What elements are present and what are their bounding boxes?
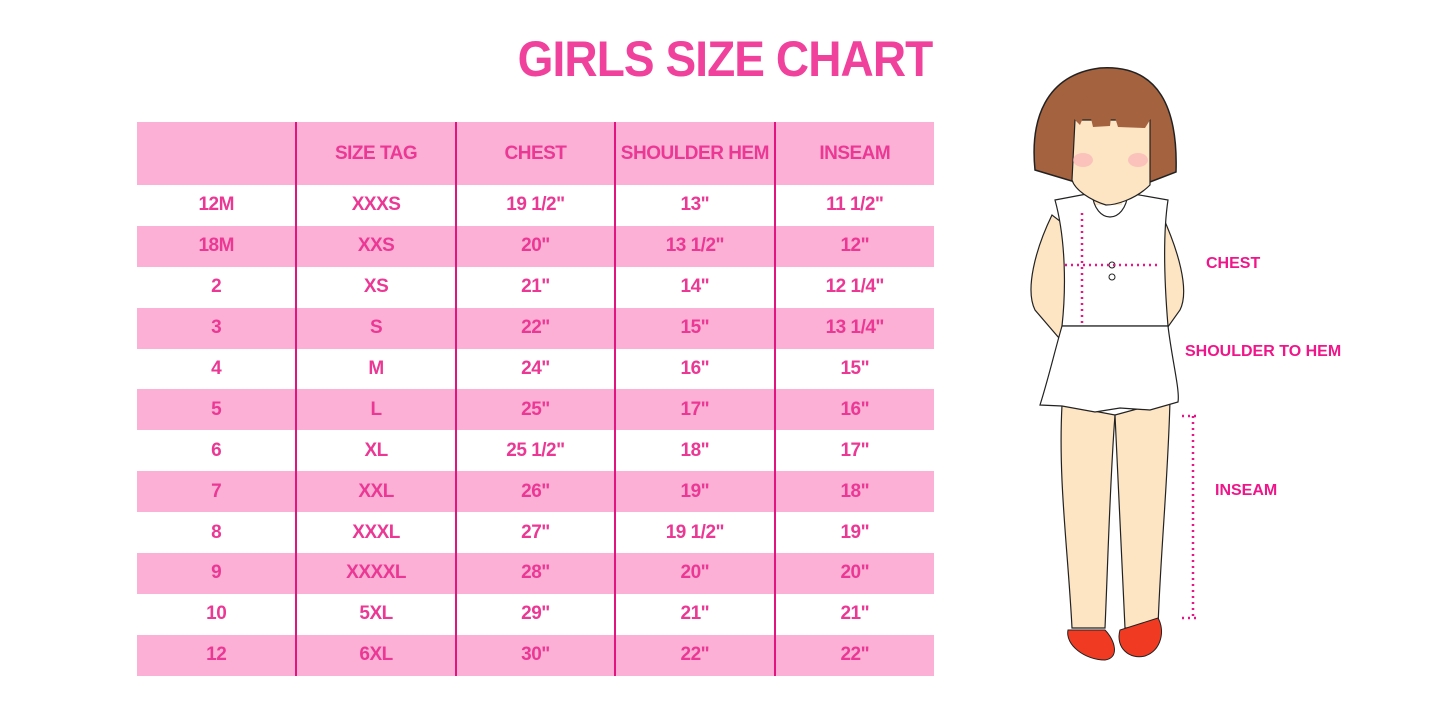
hair-fringe	[1075, 88, 1150, 128]
table-row: 4 M 24" 16" 15"	[137, 348, 934, 390]
table-cell: 30"	[455, 634, 617, 676]
column-header: INSEAM	[774, 122, 934, 185]
table-cell: 21"	[840, 603, 870, 625]
table-cell: XXXL	[296, 512, 457, 554]
table-cell: 18"	[774, 471, 934, 513]
chest-label: CHEST	[1206, 255, 1261, 272]
table-cell: 21"	[455, 266, 617, 308]
right-shoe	[1118, 617, 1162, 658]
table-cell: 12 1/4"	[825, 276, 885, 298]
table-cell: 4	[137, 348, 298, 390]
table-cell: 17"	[840, 439, 870, 461]
table-row: 10 5XL 29" 21" 21"	[137, 593, 934, 635]
table-cell: 29"	[455, 593, 617, 635]
right-leg	[1114, 399, 1171, 629]
table-cell: S	[296, 307, 457, 349]
table-cell: 12M	[137, 185, 298, 226]
table-cell: 16"	[774, 389, 934, 431]
table-cell: 19 1/2"	[615, 512, 776, 554]
table-row: 7 XXL 26" 19" 18"	[137, 471, 934, 513]
table-row: 5 L 25" 17" 16"	[137, 389, 934, 431]
size-table: SIZE TAG CHEST SHOULDER HEM INSEAM 12M XXXS 1…	[137, 122, 934, 676]
table-row: 9 XXXXL 28" 20" 20"	[137, 553, 934, 594]
table-cell: 7	[137, 471, 298, 513]
table-cell: XXS	[296, 225, 457, 267]
table-cell: XXXS	[296, 185, 457, 226]
page-title: GIRLS SIZE CHART	[517, 31, 934, 87]
table-cell: 15"	[615, 307, 776, 349]
table-cell: 6	[137, 430, 298, 472]
table-row: 12 6XL 30" 22" 22"	[137, 634, 934, 676]
table-cell: 14"	[615, 266, 776, 308]
table-cell: M	[296, 348, 457, 390]
table-cell: 13"	[615, 185, 776, 226]
shoulder-to-hem-label: SHOULDER TO HEM	[1185, 343, 1342, 360]
table-row: 12M XXXS 19 1/2" 13" 11 1/2"	[137, 185, 934, 226]
table-cell: 21"	[615, 593, 776, 635]
table-cell: 2	[137, 266, 298, 308]
table-cell: 18M	[137, 225, 298, 267]
table-cell: 28"	[455, 553, 617, 594]
table-header-row: SIZE TAG CHEST SHOULDER HEM INSEAM	[137, 122, 934, 185]
table-cell: 22"	[615, 634, 776, 676]
table-row: 2 XS 21" 14" 12 1/4"	[137, 266, 934, 308]
table-cell: 12"	[774, 225, 934, 267]
table-cell: 11 1/2"	[826, 194, 884, 216]
table-cell: XL	[296, 430, 457, 472]
table-cell: 22"	[455, 307, 617, 349]
column-header	[137, 122, 298, 185]
left-shoe	[1067, 629, 1115, 661]
table-cell: 19 1/2"	[455, 185, 617, 226]
table-row: 6 XL 25 1/2" 18" 17"	[137, 430, 934, 472]
table-cell: 27"	[455, 512, 617, 554]
table-cell: 26"	[455, 471, 617, 513]
column-header: SHOULDER HEM	[615, 122, 776, 185]
table-cell: 9	[137, 553, 298, 594]
inseam-label: INSEAM	[1215, 482, 1278, 499]
shirt	[1054, 192, 1169, 327]
table-row: 8 XXXL 27" 19 1/2" 19"	[137, 512, 934, 554]
table-row: 18M XXS 20" 13 1/2" 12"	[137, 225, 934, 267]
face	[1071, 119, 1151, 206]
table-cell: 15"	[840, 358, 870, 379]
skirt	[1039, 325, 1179, 413]
table-cell: XXXXL	[296, 553, 457, 594]
table-cell: 22"	[774, 634, 934, 676]
table-cell: 24"	[455, 348, 617, 390]
table-cell: 10	[137, 593, 298, 635]
table-cell: 25 1/2"	[455, 430, 617, 472]
table-cell: XXL	[296, 471, 457, 513]
left-arm	[1030, 214, 1066, 347]
column-header: SIZE TAG	[296, 122, 457, 185]
table-cell: L	[296, 389, 457, 431]
table-cell: 5	[137, 389, 298, 431]
table-cell: 20"	[615, 553, 776, 594]
table-cell: XS	[296, 266, 457, 308]
table-cell: 8	[137, 512, 298, 554]
table-cell: 20"	[455, 225, 617, 267]
table-row: 3 S 22" 15" 13 1/4"	[137, 307, 934, 349]
table-cell: 13 1/4"	[774, 307, 934, 349]
table-cell: 3	[137, 307, 298, 349]
left-leg	[1060, 404, 1116, 629]
table-cell: 19"	[615, 471, 776, 513]
table-cell: 20"	[774, 553, 934, 594]
table-cell: 18"	[615, 430, 776, 472]
table-cell: 16"	[615, 348, 776, 390]
table-cell: 17"	[615, 389, 776, 431]
table-cell: 19"	[840, 521, 870, 543]
table-cell: 13 1/2"	[615, 225, 776, 267]
table-cell: 25"	[455, 389, 617, 431]
table-cell: 5XL	[296, 593, 457, 635]
table-cell: 12	[137, 634, 298, 676]
column-header: CHEST	[455, 122, 617, 185]
table-cell: 6XL	[296, 634, 457, 676]
